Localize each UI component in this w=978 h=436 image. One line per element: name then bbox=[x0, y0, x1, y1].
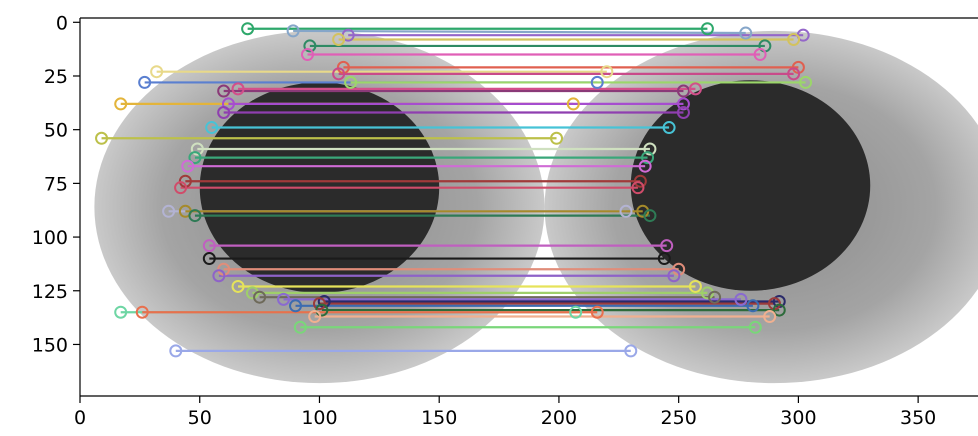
match-point-right bbox=[657, 252, 671, 266]
y-tick-label: 0 bbox=[56, 12, 68, 34]
match-line bbox=[293, 29, 746, 35]
match-point-right bbox=[753, 48, 767, 62]
match-point-left bbox=[286, 24, 300, 38]
match-point-right bbox=[624, 344, 638, 358]
x-tick-label: 100 bbox=[301, 407, 337, 429]
y-tick-label: 125 bbox=[32, 281, 68, 303]
match-point-right bbox=[590, 75, 604, 89]
y-tick-label: 25 bbox=[44, 66, 68, 88]
match-point-left bbox=[293, 320, 307, 334]
match-point-right bbox=[787, 32, 801, 46]
match-point-left bbox=[315, 303, 329, 317]
eye-image bbox=[94, 30, 978, 384]
plot-area bbox=[80, 18, 978, 396]
match-point-left bbox=[169, 344, 183, 358]
x-tick-label: 150 bbox=[421, 407, 457, 429]
match-point-left bbox=[253, 290, 267, 304]
match-point-right bbox=[631, 181, 645, 195]
match-point-right bbox=[660, 239, 674, 253]
match-point-right bbox=[569, 305, 583, 319]
match-point-right bbox=[638, 159, 652, 173]
match-point-right bbox=[746, 299, 760, 313]
match-point-right bbox=[676, 97, 690, 111]
match-point-left bbox=[217, 106, 231, 119]
match-point-left bbox=[174, 181, 188, 195]
match-point-left bbox=[135, 305, 149, 319]
match-point-right bbox=[772, 303, 786, 317]
match-point-left bbox=[332, 67, 346, 81]
x-tick-label: 200 bbox=[541, 407, 577, 429]
match-point-left bbox=[202, 239, 216, 253]
x-axis-ticks: 0 50 100 150 200 250 300 350 bbox=[74, 396, 936, 429]
match-point-left bbox=[162, 204, 176, 218]
match-point-right bbox=[700, 22, 714, 36]
match-point-right bbox=[633, 174, 647, 188]
match-point-right bbox=[662, 121, 676, 135]
match-point-left bbox=[277, 292, 291, 306]
match-point-left bbox=[231, 279, 245, 293]
match-point-left bbox=[138, 75, 152, 89]
match-point-right bbox=[739, 26, 753, 40]
match-markers bbox=[95, 22, 813, 358]
match-point-right bbox=[763, 310, 777, 324]
y-axis-ticks: 0 25 50 75 100 125 150 bbox=[32, 12, 80, 356]
match-point-right bbox=[799, 75, 813, 89]
match-point-left bbox=[332, 32, 346, 46]
match-point-left bbox=[241, 22, 255, 36]
match-point-right bbox=[688, 279, 702, 293]
match-point-left bbox=[312, 297, 326, 311]
match-point-right bbox=[734, 292, 748, 306]
match-point-right bbox=[643, 142, 657, 156]
match-point-right bbox=[641, 151, 655, 165]
match-point-right bbox=[619, 204, 633, 218]
axes: 0 50 100 150 200 250 300 350 0 25 50 75 100 125 150 bbox=[32, 12, 978, 429]
match-point-left bbox=[150, 65, 164, 79]
match-point-left bbox=[308, 310, 322, 324]
y-tick-label: 50 bbox=[44, 120, 68, 142]
match-point-left bbox=[95, 131, 109, 145]
x-tick-label: 300 bbox=[780, 407, 816, 429]
match-point-left bbox=[300, 48, 314, 62]
match-point-left bbox=[190, 142, 204, 156]
right-pupil bbox=[630, 80, 871, 291]
match-point-right bbox=[688, 82, 702, 96]
x-tick-label: 250 bbox=[661, 407, 697, 429]
match-point-right bbox=[566, 97, 580, 111]
match-point-left bbox=[344, 75, 358, 89]
match-point-left bbox=[188, 151, 202, 165]
match-point-right bbox=[600, 65, 614, 79]
match-point-left bbox=[202, 252, 216, 266]
match-point-left bbox=[181, 159, 195, 173]
match-point-right bbox=[748, 320, 762, 334]
y-tick-label: 75 bbox=[44, 173, 68, 195]
match-lines bbox=[101, 27, 806, 352]
match-point-left bbox=[212, 269, 226, 283]
match-point-left bbox=[303, 39, 317, 53]
match-point-right bbox=[590, 305, 604, 319]
match-point-right bbox=[708, 290, 722, 304]
match-point-right bbox=[643, 209, 657, 223]
match-point-left bbox=[289, 299, 303, 313]
match-point-left bbox=[231, 82, 245, 96]
x-tick-label: 50 bbox=[188, 407, 212, 429]
match-point-left bbox=[114, 305, 128, 319]
match-point-left bbox=[114, 97, 128, 111]
match-point-left bbox=[188, 209, 202, 223]
match-point-right bbox=[667, 269, 681, 283]
x-tick-label: 0 bbox=[74, 407, 86, 429]
match-point-right bbox=[676, 84, 690, 98]
match-point-right bbox=[550, 131, 564, 145]
match-point-left bbox=[205, 121, 219, 135]
x-tick-label: 350 bbox=[900, 407, 936, 429]
match-point-right bbox=[676, 106, 690, 119]
y-tick-label: 150 bbox=[32, 334, 68, 356]
y-tick-label: 100 bbox=[32, 227, 68, 249]
match-point-right bbox=[787, 67, 801, 81]
match-point-left bbox=[217, 84, 231, 98]
